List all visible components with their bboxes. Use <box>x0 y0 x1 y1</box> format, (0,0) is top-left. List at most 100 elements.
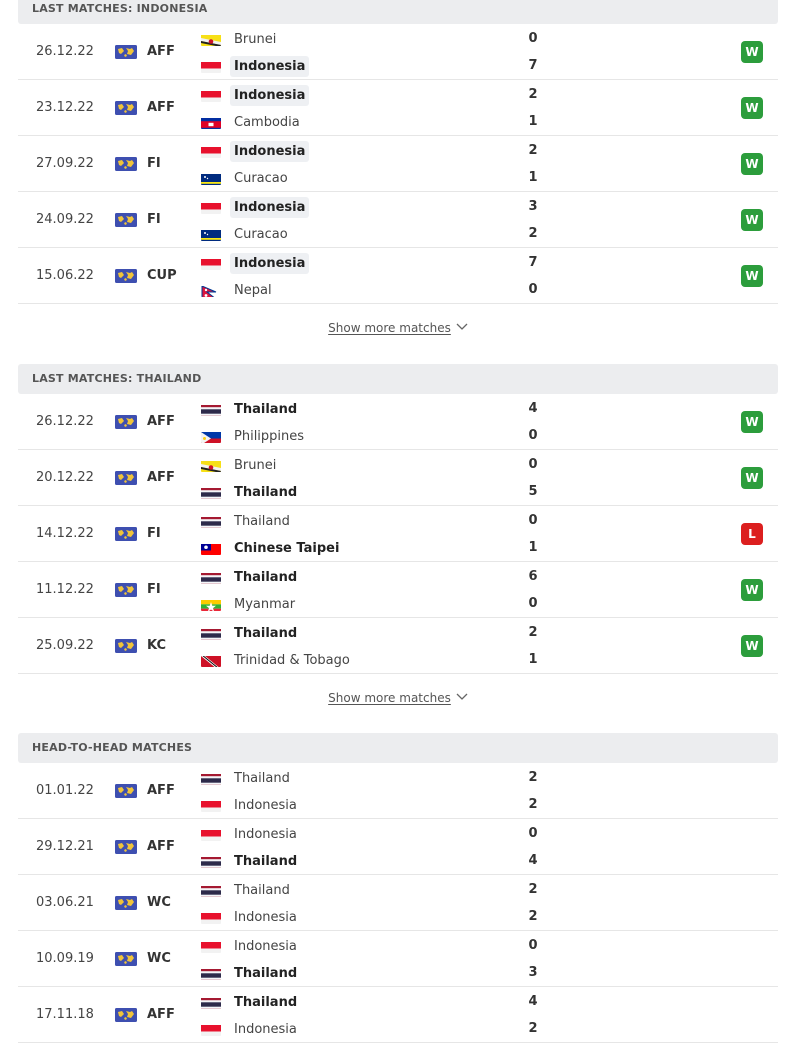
cambodia-flag-icon <box>201 116 221 129</box>
thailand-flag-icon <box>201 967 221 980</box>
competition-label: AFF <box>147 783 175 798</box>
home-team: Thailand <box>201 565 301 589</box>
indonesia-flag-icon <box>201 89 221 102</box>
home-team: Indonesia <box>201 822 301 846</box>
indonesia-flag-icon <box>201 940 221 953</box>
competition-flag-icon <box>115 582 137 597</box>
indonesia-flag-icon <box>201 257 221 270</box>
competition-flag-icon <box>115 470 137 485</box>
thailand-flag-icon <box>201 772 221 785</box>
home-team-name: Thailand <box>234 770 290 786</box>
competition-label: WC <box>147 895 171 910</box>
match-row[interactable]: 03.06.21 WC Thailand 2 Indonesia 2 <box>18 875 778 931</box>
competition-label: FI <box>147 156 161 171</box>
match-row[interactable]: 23.12.22 AFF Indonesia 2 Cambodia 1 W <box>18 80 778 136</box>
home-team-name: Thailand <box>234 569 298 585</box>
match-date: 26.12.22 <box>36 44 94 59</box>
home-team: Brunei <box>201 453 280 477</box>
competition-flag-icon <box>115 951 137 966</box>
match-row[interactable]: 25.09.22 KC Thailand 2 Trinidad & Tobago 1 W <box>18 618 778 674</box>
away-team-name: Philippines <box>234 428 305 444</box>
home-score: 0 <box>528 457 538 472</box>
away-team: Thailand <box>201 849 301 873</box>
away-score: 3 <box>528 965 538 980</box>
match-date: 25.09.22 <box>36 638 94 653</box>
competition-label: AFF <box>147 100 175 115</box>
competition-flag-icon <box>115 839 137 854</box>
thailand-flag-icon <box>201 486 221 499</box>
match-row[interactable]: 27.09.22 FI Indonesia 2 Curacao 1 W <box>18 136 778 192</box>
home-team-name: Indonesia <box>230 84 310 106</box>
match-date: 10.09.19 <box>36 951 94 966</box>
result-badge: W <box>741 97 763 119</box>
away-score: 1 <box>528 540 538 555</box>
match-row[interactable]: 29.12.21 AFF Indonesia 0 Thailand 4 <box>18 819 778 875</box>
home-score: 0 <box>528 513 538 528</box>
match-row[interactable]: 10.09.19 WC Indonesia 0 Thailand 3 <box>18 931 778 987</box>
away-team-name: Curacao <box>234 226 288 242</box>
away-team: Indonesia <box>201 54 310 78</box>
show-more-matches-link[interactable]: Show more matches <box>18 321 778 335</box>
competition-label: FI <box>147 582 161 597</box>
competition-flag-icon <box>115 212 137 227</box>
home-score: 0 <box>528 826 538 841</box>
home-score: 4 <box>528 994 538 1009</box>
curacao-flag-icon <box>201 228 221 241</box>
curacao-flag-icon <box>201 172 221 185</box>
match-row[interactable]: 01.01.22 AFF Thailand 2 Indonesia 2 <box>18 763 778 819</box>
away-team-name: Chinese Taipei <box>234 540 340 556</box>
competition-flag-icon <box>115 783 137 798</box>
match-row[interactable]: 14.12.22 FI Thailand 0 Chinese Taipei 1 L <box>18 506 778 562</box>
result-badge: W <box>741 411 763 433</box>
match-date: 24.09.22 <box>36 212 94 227</box>
competition-label: WC <box>147 951 171 966</box>
match-date: 23.12.22 <box>36 100 94 115</box>
result-badge: W <box>741 579 763 601</box>
match-row[interactable]: 26.12.22 AFF Thailand 4 Philippines 0 W <box>18 394 778 450</box>
home-score: 2 <box>528 143 538 158</box>
away-score: 1 <box>528 170 538 185</box>
away-team-name: Cambodia <box>234 114 300 130</box>
match-section: HEAD-TO-HEAD MATCHES 01.01.22 AFF Thailand 2… <box>18 733 778 1043</box>
away-team-name: Nepal <box>234 282 272 298</box>
home-team-name: Indonesia <box>230 196 310 218</box>
match-row[interactable]: 15.06.22 CUP Indonesia 7 Nepal 0 W <box>18 248 778 304</box>
competition-label: KC <box>147 638 167 653</box>
match-section: LAST MATCHES: INDONESIA 26.12.22 AFF Brunei… <box>18 0 778 335</box>
away-team: Indonesia <box>201 1017 301 1041</box>
away-team-name: Myanmar <box>234 596 296 612</box>
competition-label: AFF <box>147 414 175 429</box>
home-team-name: Indonesia <box>230 140 310 162</box>
home-team-name: Thailand <box>234 882 290 898</box>
thailand-flag-icon <box>201 996 221 1009</box>
match-date: 15.06.22 <box>36 268 94 283</box>
myanmar-flag-icon <box>201 598 221 611</box>
match-date: 11.12.22 <box>36 582 94 597</box>
thailand-flag-icon <box>201 403 221 416</box>
match-row[interactable]: 26.12.22 AFF Brunei 0 Indonesia 7 W <box>18 24 778 80</box>
home-team: Thailand <box>201 766 294 790</box>
competition-label: AFF <box>147 470 175 485</box>
philippines-flag-icon <box>201 430 221 443</box>
away-team-name: Curacao <box>234 170 288 186</box>
thailand-flag-icon <box>201 571 221 584</box>
home-team-name: Brunei <box>234 457 277 473</box>
away-score: 5 <box>528 484 538 499</box>
home-team: Indonesia <box>201 139 310 163</box>
match-section: LAST MATCHES: THAILAND 26.12.22 AFF Thailan… <box>18 364 778 705</box>
match-row[interactable]: 20.12.22 AFF Brunei 0 Thailand 5 W <box>18 450 778 506</box>
competition-label: AFF <box>147 44 175 59</box>
show-more-matches-link[interactable]: Show more matches <box>18 691 778 705</box>
away-team: Cambodia <box>201 110 304 134</box>
away-team-name: Thailand <box>234 965 298 981</box>
competition-label: FI <box>147 212 161 227</box>
home-team-name: Indonesia <box>234 938 297 954</box>
home-team-name: Thailand <box>234 625 298 641</box>
section-header: LAST MATCHES: THAILAND <box>18 364 778 394</box>
match-row[interactable]: 17.11.18 AFF Thailand 4 Indonesia 2 <box>18 987 778 1043</box>
home-score: 2 <box>528 625 538 640</box>
indonesia-flag-icon <box>201 60 221 73</box>
match-row[interactable]: 11.12.22 FI Thailand 6 Myanmar 0 W <box>18 562 778 618</box>
match-row[interactable]: 24.09.22 FI Indonesia 3 Curacao 2 W <box>18 192 778 248</box>
home-score: 0 <box>528 938 538 953</box>
